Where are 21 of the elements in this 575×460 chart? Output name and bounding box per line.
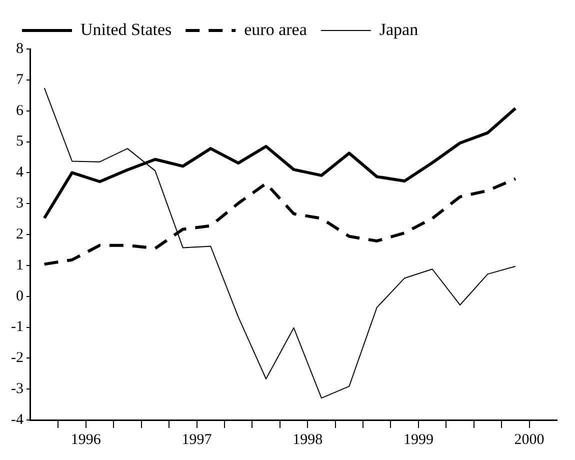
y-tick-label: 8 (16, 40, 24, 57)
y-tick-label: 2 (16, 226, 24, 242)
y-tick-label: 4 (16, 164, 24, 181)
legend-label: euro area (244, 20, 308, 39)
x-tick-label: 1996 (70, 432, 102, 448)
y-tick-label: -1 (10, 319, 24, 336)
legend-label: United States (80, 20, 172, 39)
y-tick-label: -2 (10, 350, 24, 366)
x-tick-label: 1997 (182, 432, 212, 448)
y-tick-label: 1 (16, 257, 24, 274)
legend-label: Japan (379, 20, 419, 39)
x-tick-label: 1998 (292, 432, 323, 448)
y-tick-label: 3 (16, 196, 24, 212)
x-tick-label: 2000 (514, 432, 544, 448)
y-tick-label: -3 (10, 381, 24, 398)
y-tick-label: 0 (16, 288, 24, 304)
y-tick-label: 7 (16, 72, 24, 88)
y-tick-label: 5 (16, 134, 24, 150)
y-tick-label: 6 (16, 102, 24, 119)
x-tick-label: 1999 (403, 432, 434, 448)
y-tick-label: -4 (10, 412, 24, 428)
